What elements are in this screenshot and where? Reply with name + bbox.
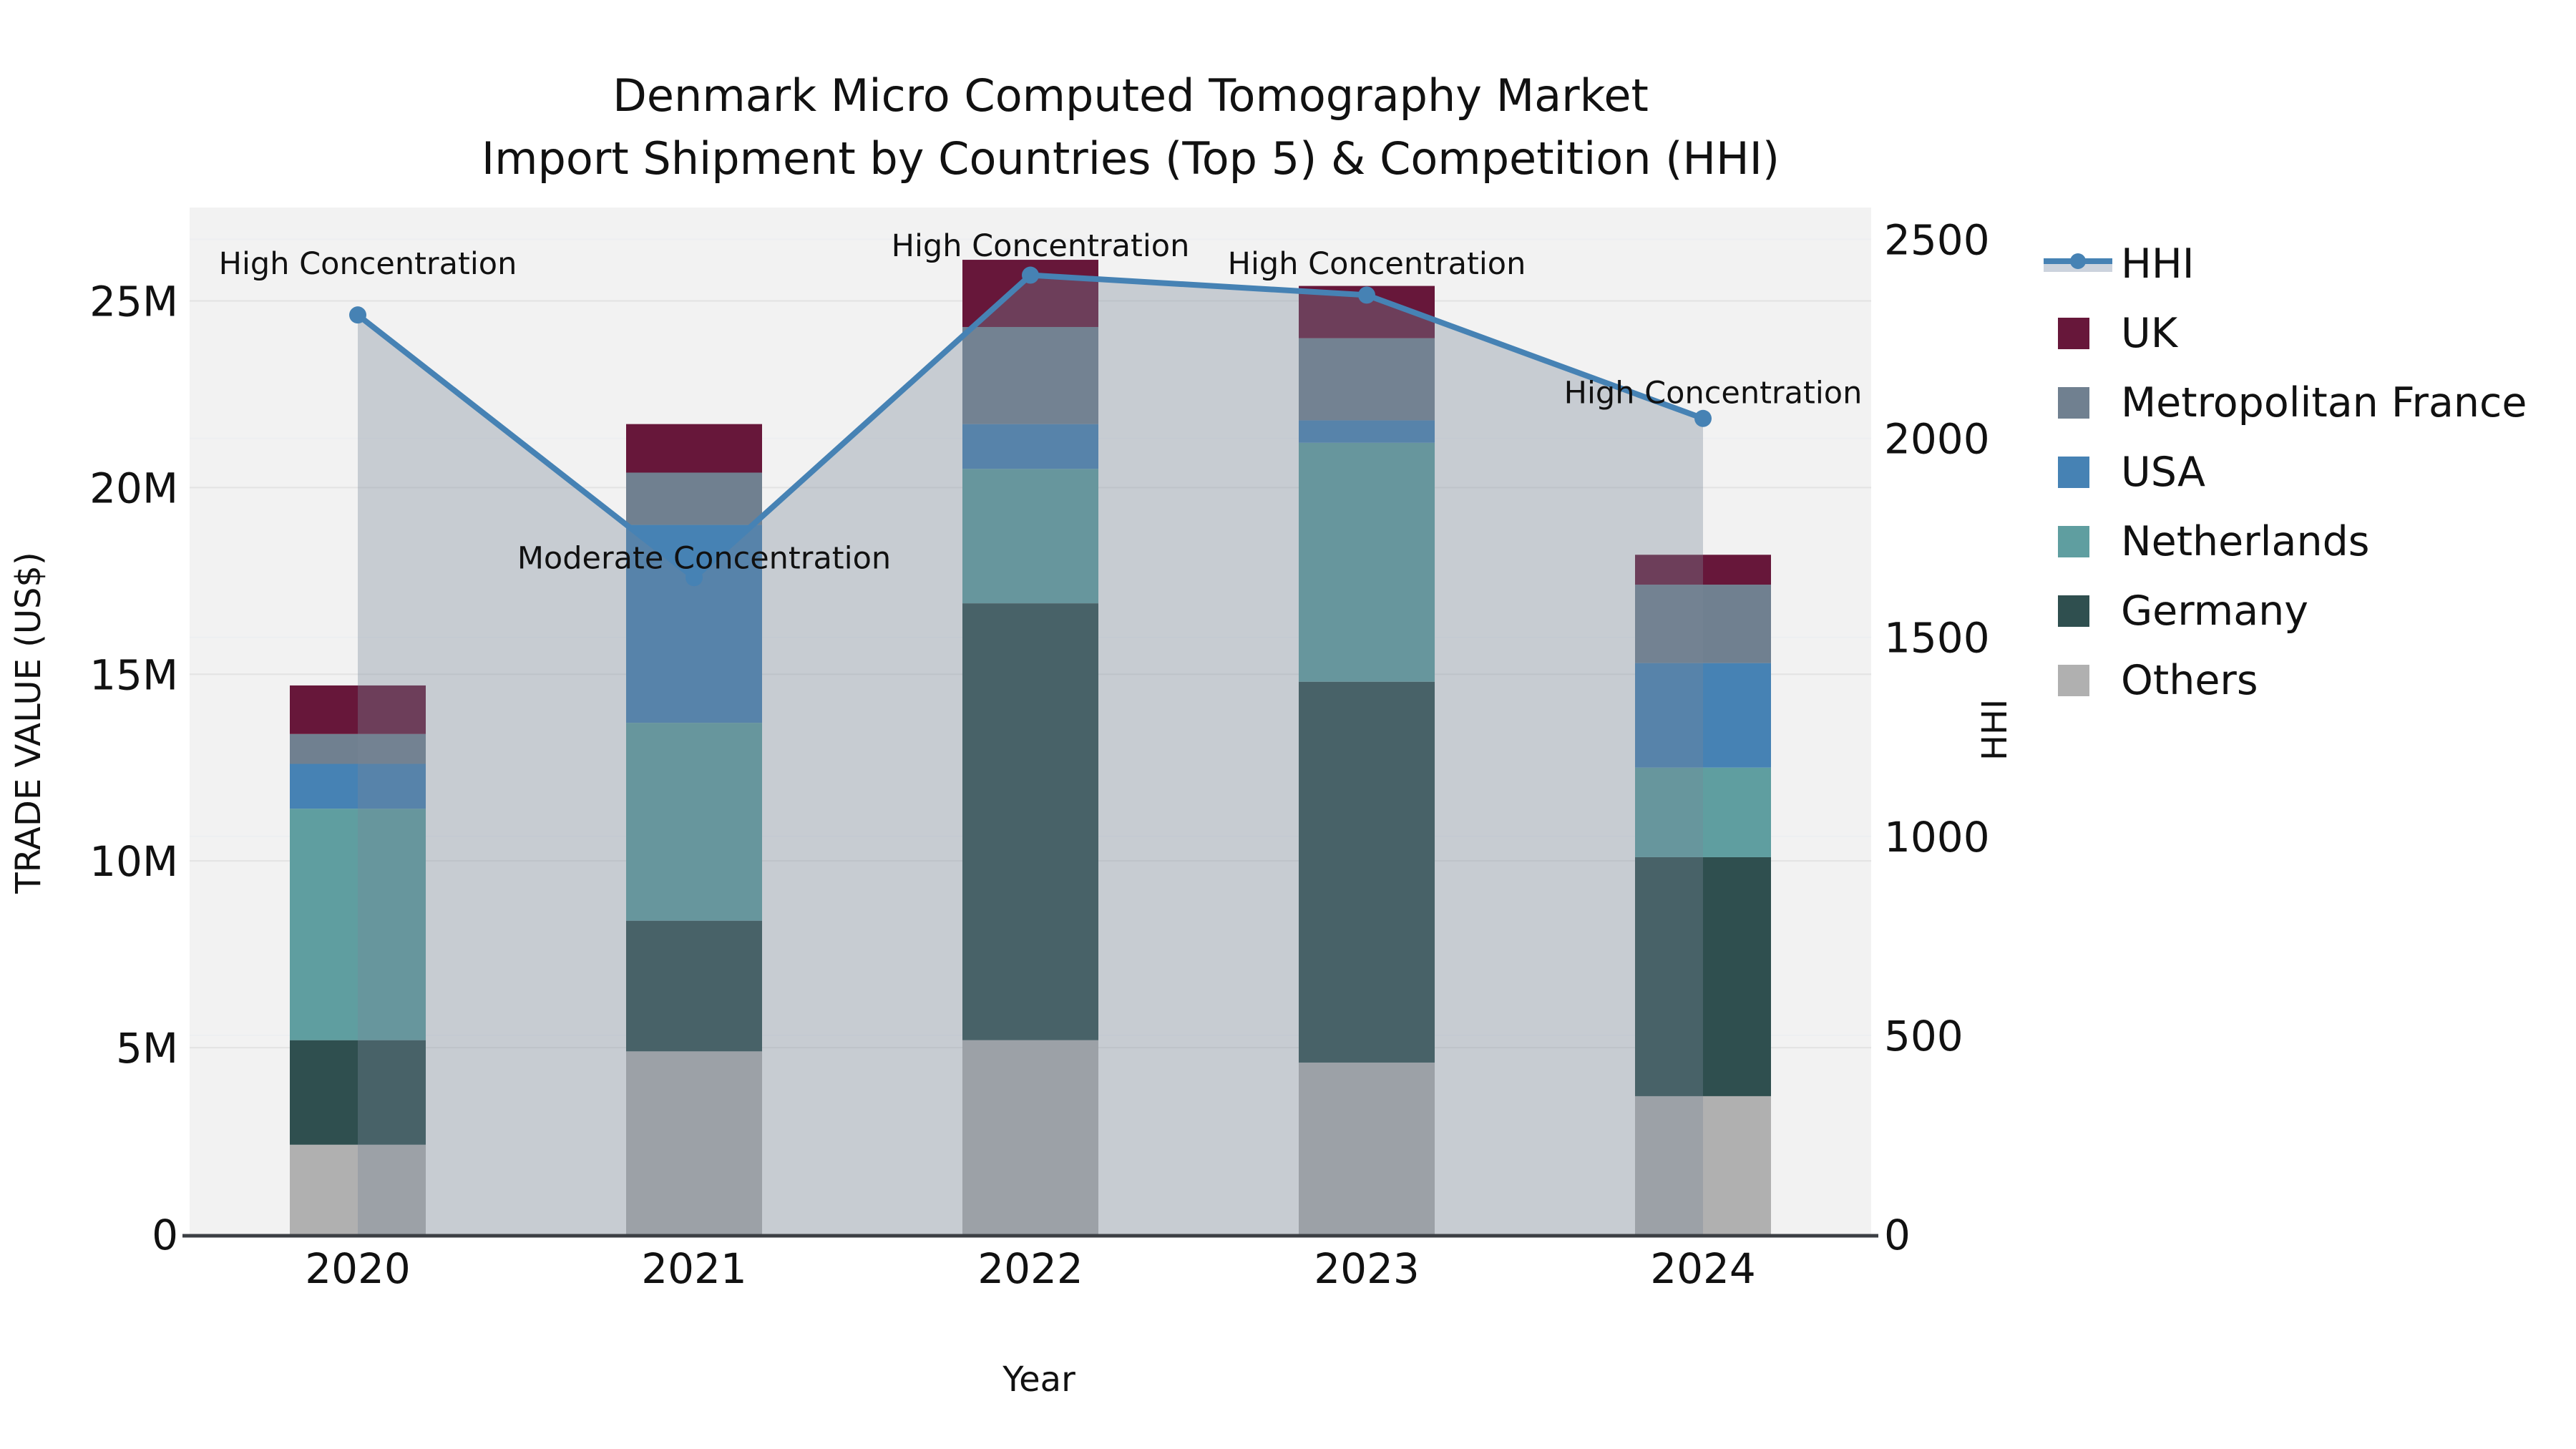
bar-segment-usa-2024[interactable]	[1635, 663, 1771, 768]
bar-segment-others-2024[interactable]	[1635, 1096, 1771, 1234]
legend-swatch-germany	[2058, 595, 2089, 627]
hhi-marker-2024[interactable]	[1694, 409, 1712, 427]
bar-segment-metropolitan-france-2024[interactable]	[1635, 585, 1771, 663]
annotation-high-concentration-2024: High Concentration	[1564, 376, 1863, 411]
bar-segment-netherlands-2022[interactable]	[962, 469, 1098, 604]
x-tick-2024: 2024	[1650, 1244, 1756, 1293]
bar-segment-usa-2023[interactable]	[1299, 420, 1435, 443]
annotation-moderate-concentration-2021: Moderate Concentration	[517, 540, 891, 576]
legend-item-others[interactable]: Others	[2041, 645, 2527, 715]
bar-segment-germany-2020[interactable]	[290, 1040, 426, 1145]
x-tick-2023: 2023	[1314, 1244, 1420, 1293]
y-left-tick-15M: 15M	[89, 650, 178, 699]
annotation-high-concentration-2023: High Concentration	[1228, 246, 1526, 282]
bar-segment-germany-2023[interactable]	[1299, 681, 1435, 1063]
hhi-marker-dot-icon	[2070, 253, 2086, 269]
annotation-high-concentration-2022: High Concentration	[892, 228, 1190, 264]
bar-segment-others-2022[interactable]	[962, 1040, 1098, 1234]
y-left-tick-10M: 10M	[89, 837, 178, 886]
hhi-line-legend-icon	[2041, 253, 2115, 275]
legend-item-usa[interactable]: USA	[2041, 437, 2527, 507]
bar-segment-usa-2021[interactable]	[626, 525, 762, 723]
legend-item-metropolitan-france[interactable]: Metropolitan France	[2041, 368, 2527, 437]
bar-segment-usa-2022[interactable]	[962, 424, 1098, 469]
bar-segment-netherlands-2021[interactable]	[626, 723, 762, 921]
legend-swatch-usa	[2058, 456, 2089, 488]
y-left-tick-5M: 5M	[116, 1024, 178, 1073]
legend-label: Others	[2121, 656, 2258, 704]
y-left-tick-0: 0	[152, 1211, 178, 1259]
legend-label: Metropolitan France	[2121, 379, 2527, 426]
legend-color-swatch-icon	[2041, 595, 2115, 627]
legend-swatch-uk	[2058, 317, 2089, 349]
y-right-tick-2000: 2000	[1884, 415, 1990, 464]
bar-segment-netherlands-2023[interactable]	[1299, 442, 1435, 682]
hhi-line-marker-icon	[2044, 253, 2112, 275]
bar-segment-metropolitan-france-2022[interactable]	[962, 326, 1098, 424]
y-right-tick-1500: 1500	[1884, 614, 1990, 663]
legend: HHI UK Metropolitan France USA Netherlands Ge…	[2041, 229, 2527, 715]
bar-segment-usa-2020[interactable]	[290, 763, 426, 809]
chart-title: Denmark Micro Computed Tomography Market…	[0, 64, 2261, 190]
y-left-tick-25M: 25M	[89, 277, 178, 326]
legend-color-swatch-icon	[2041, 525, 2115, 557]
y-right-tick-1000: 1000	[1884, 813, 1990, 862]
bar-segment-metropolitan-france-2020[interactable]	[290, 733, 426, 764]
legend-label: HHI	[2121, 240, 2195, 288]
bar-segment-uk-2021[interactable]	[626, 424, 762, 473]
annotation-high-concentration-2020: High Concentration	[219, 246, 517, 282]
legend-label: UK	[2121, 309, 2178, 357]
hhi-area-fill	[358, 275, 1703, 1235]
legend-label: Netherlands	[2121, 517, 2370, 565]
bar-segment-others-2023[interactable]	[1299, 1062, 1435, 1234]
bar-segment-germany-2024[interactable]	[1635, 857, 1771, 1096]
y-right-tick-2500: 2500	[1884, 215, 1990, 264]
chart-title-line1: Denmark Micro Computed Tomography Market	[613, 69, 1649, 122]
legend-color-swatch-icon	[2041, 386, 2115, 419]
legend-item-netherlands[interactable]: Netherlands	[2041, 507, 2527, 576]
bar-segment-netherlands-2020[interactable]	[290, 809, 426, 1040]
hhi-marker-2022[interactable]	[1022, 266, 1039, 284]
x-tick-2022: 2022	[977, 1244, 1083, 1293]
x-tick-2021: 2021	[641, 1244, 747, 1293]
chart-title-line2: Import Shipment by Countries (Top 5) & C…	[481, 132, 1780, 185]
legend-item-uk[interactable]: UK	[2041, 298, 2527, 368]
bar-segment-others-2021[interactable]	[626, 1051, 762, 1234]
bar-segment-metropolitan-france-2021[interactable]	[626, 472, 762, 525]
legend-swatch-metropolitan-france	[2058, 386, 2089, 419]
y-right-tick-0: 0	[1884, 1211, 1911, 1259]
bar-segment-uk-2020[interactable]	[290, 685, 426, 734]
y-right-tick-500: 500	[1884, 1012, 1963, 1060]
x-axis-title: Year	[1002, 1360, 1075, 1400]
bar-segment-netherlands-2024[interactable]	[1635, 767, 1771, 857]
legend-swatch-others	[2058, 664, 2089, 696]
y-axis-right-title: HHI	[1975, 698, 2015, 761]
x-tick-2020: 2020	[305, 1244, 411, 1293]
legend-color-swatch-icon	[2041, 317, 2115, 349]
bar-segment-uk-2024[interactable]	[1635, 555, 1771, 585]
legend-label: USA	[2121, 448, 2205, 496]
legend-label: Germany	[2121, 587, 2308, 635]
hhi-marker-2020[interactable]	[349, 306, 366, 324]
legend-color-swatch-icon	[2041, 456, 2115, 488]
legend-color-swatch-icon	[2041, 664, 2115, 696]
y-axis-left-title: TRADE VALUE (US$)	[9, 552, 49, 894]
bar-segment-metropolitan-france-2023[interactable]	[1299, 338, 1435, 421]
bar-segment-germany-2022[interactable]	[962, 603, 1098, 1040]
y-left-tick-20M: 20M	[89, 464, 178, 512]
bar-segment-others-2020[interactable]	[290, 1144, 426, 1234]
legend-swatch-netherlands	[2058, 525, 2089, 557]
bar-segment-germany-2021[interactable]	[626, 920, 762, 1052]
hhi-marker-2023[interactable]	[1358, 286, 1375, 304]
legend-item-hhi[interactable]: HHI	[2041, 229, 2527, 298]
legend-item-germany[interactable]: Germany	[2041, 576, 2527, 645]
hhi-marker-2021[interactable]	[686, 569, 703, 587]
